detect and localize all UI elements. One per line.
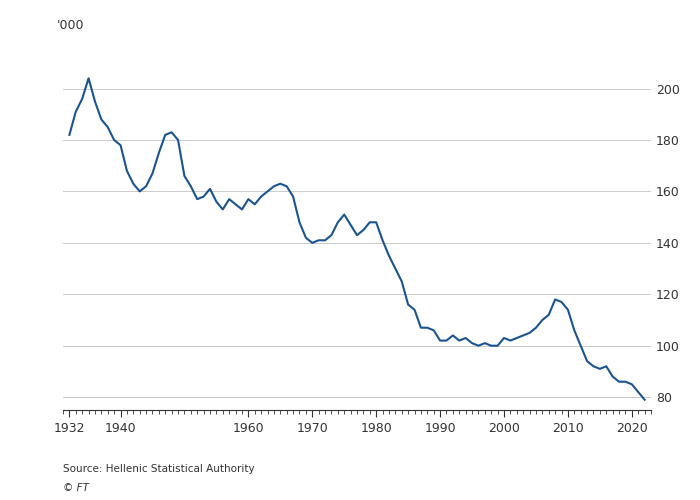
Text: Source: Hellenic Statistical Authority: Source: Hellenic Statistical Authority [63,464,255,474]
Text: © FT: © FT [63,483,89,493]
Text: '000: '000 [57,19,85,32]
